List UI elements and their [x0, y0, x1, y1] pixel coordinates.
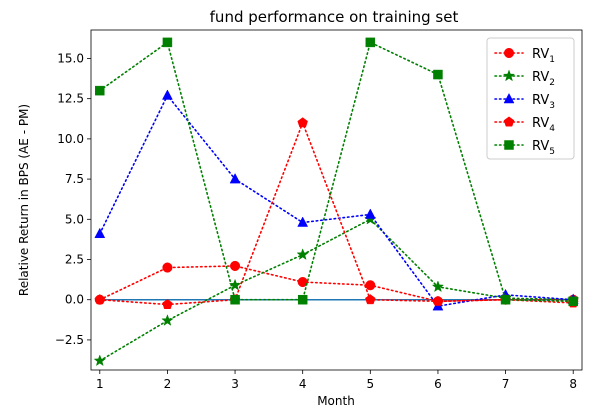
y-tick-label: 15.0 [57, 51, 84, 65]
x-tick-label: 5 [366, 377, 374, 391]
data-point-series-5 [297, 294, 308, 305]
y-tick-label: 7.5 [65, 172, 84, 186]
data-point-series-2 [161, 314, 174, 326]
y-tick-label: 5.0 [65, 212, 84, 226]
data-point-series-1 [230, 260, 241, 271]
legend-marker-2 [502, 69, 516, 82]
series-line-4 [98, 120, 575, 306]
data-point-series-4 [432, 295, 444, 306]
data-point-series-1 [365, 280, 376, 291]
x-tick-label: 1 [96, 377, 104, 391]
data-point-series-3 [297, 216, 309, 227]
y-tick-label: −2.5 [55, 333, 84, 347]
data-point-series-4 [162, 299, 173, 309]
data-point-series-2 [93, 354, 107, 367]
data-point-series-5 [500, 294, 511, 305]
legend-label-4: RV4 [532, 116, 555, 134]
x-tick-label: 2 [164, 377, 172, 391]
y-tick-label: 10.0 [57, 132, 84, 146]
x-axis-label: Month [317, 394, 355, 408]
x-tick-label: 4 [299, 377, 307, 391]
data-point-series-5 [95, 85, 105, 96]
legend-box [486, 37, 575, 160]
x-tick-label: 8 [569, 377, 577, 391]
series-line-5 [98, 41, 575, 303]
plot-frame [90, 29, 583, 371]
data-point-series-4 [94, 294, 106, 305]
y-axis: −2.5 0.0 2.5 5.0 7.5 10.0 12.5 15.0 [55, 51, 91, 347]
data-point-series-5 [162, 37, 173, 48]
chart-title: fund performance on training set [210, 8, 459, 26]
y-axis-label: Relative Return in BPS (AE - PM) [17, 104, 31, 296]
legend: RV1 RV2 RV3 RV4 RV5 [486, 37, 575, 160]
legend-marker-3 [503, 92, 515, 104]
data-point-series-3 [162, 89, 173, 100]
series-layer [93, 37, 580, 367]
y-tick-label: 0.0 [65, 293, 84, 307]
data-point-series-1 [162, 262, 173, 273]
series-line-3 [98, 93, 575, 308]
data-point-series-2 [296, 248, 309, 260]
data-point-series-2 [431, 280, 445, 293]
data-point-series-5 [230, 294, 240, 305]
legend-label-1: RV1 [532, 47, 555, 65]
legend-label-5: RV5 [532, 139, 555, 157]
legend-marker-1 [503, 47, 515, 59]
data-point-series-1 [297, 276, 308, 288]
legend-label-2: RV2 [532, 70, 555, 88]
x-tick-label: 7 [502, 377, 510, 391]
data-point-series-4 [297, 117, 308, 128]
data-point-series-5 [433, 69, 443, 80]
data-point-series-4 [365, 294, 376, 305]
data-point-series-3 [364, 208, 376, 219]
data-point-series-3 [94, 227, 106, 239]
data-point-series-5 [568, 296, 578, 307]
legend-label-3: RV3 [532, 93, 555, 111]
x-tick-label: 6 [434, 377, 442, 391]
legend-marker-4 [503, 116, 515, 127]
data-point-series-5 [365, 37, 376, 48]
x-tick-label: 3 [231, 377, 239, 391]
y-tick-label: 12.5 [57, 92, 84, 106]
data-point-series-3 [229, 173, 241, 184]
x-axis: 1 2 3 4 5 6 7 8 [96, 370, 577, 391]
y-tick-label: 2.5 [65, 253, 84, 267]
legend-marker-5 [504, 140, 514, 150]
